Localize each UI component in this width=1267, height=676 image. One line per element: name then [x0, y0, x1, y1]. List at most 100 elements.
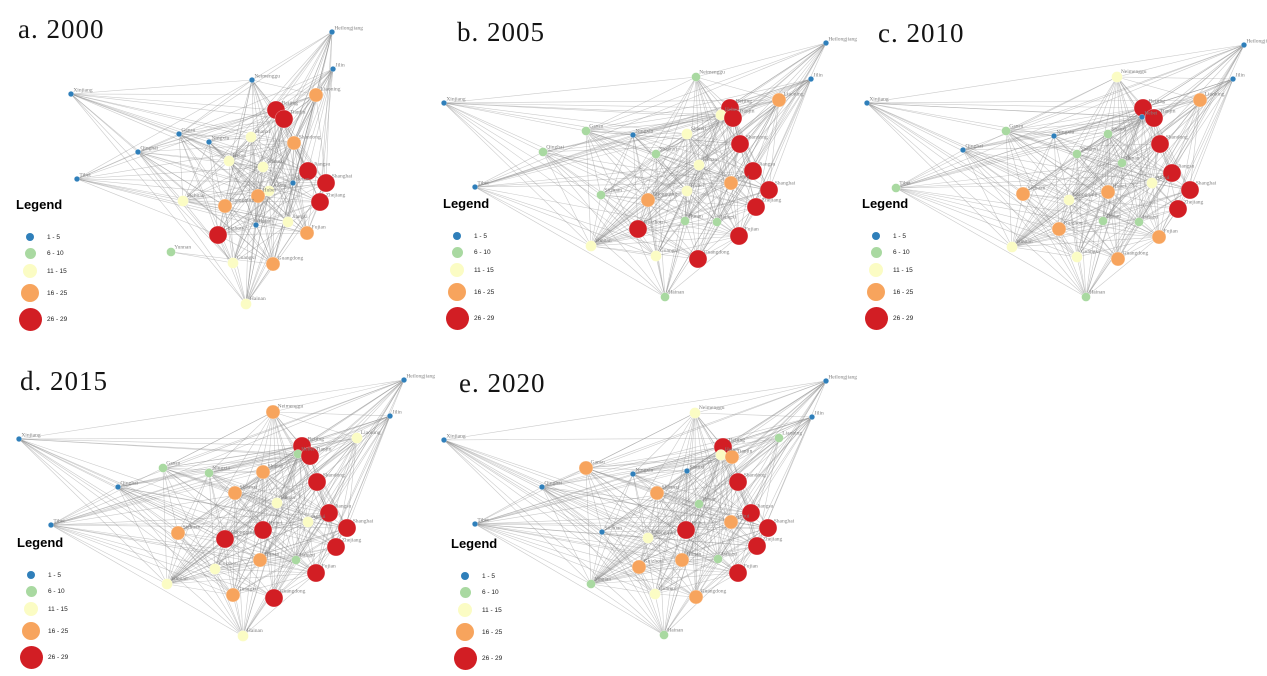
legend-label: 26 - 29 — [474, 314, 495, 322]
network-edge — [638, 566, 697, 598]
network-edge — [685, 481, 739, 531]
network-edge — [273, 512, 330, 599]
network-edge — [275, 31, 333, 111]
legend-label: 16 - 25 — [474, 288, 495, 296]
network-edge — [76, 178, 321, 203]
network-node-guizhou — [628, 219, 648, 239]
legend-title: Legend — [443, 196, 490, 211]
node-label: Shanghai — [775, 180, 796, 186]
network-edge — [276, 453, 299, 504]
network-edge — [590, 134, 634, 247]
network-edge — [178, 133, 252, 138]
network-edge — [739, 99, 780, 145]
network-node-guizhou — [1051, 221, 1067, 237]
network-edge — [632, 134, 688, 192]
network-edge — [654, 593, 665, 636]
network-edge — [717, 446, 724, 560]
node-label: Beijing — [729, 437, 745, 443]
network-edge — [162, 467, 261, 561]
network-edge — [242, 453, 299, 637]
network-edge — [541, 467, 587, 488]
network-node-liaoning — [351, 432, 363, 444]
nodes-c — [864, 42, 1247, 302]
node-label: Heilongjiang — [828, 37, 857, 43]
network-edge — [656, 380, 827, 494]
network-edge — [866, 102, 1060, 230]
network-edge — [694, 380, 827, 414]
network-edge — [245, 224, 257, 305]
node-label: Hunan — [688, 214, 703, 220]
node-label: Jiangxi — [299, 553, 315, 559]
network-edge — [1107, 78, 1234, 193]
network-node-jilin — [808, 75, 815, 82]
legend-label: 11 - 15 — [47, 267, 67, 275]
network-edge — [1116, 76, 1173, 174]
network-edge — [272, 379, 405, 413]
network-edge — [1121, 78, 1234, 164]
network-edge — [590, 572, 739, 585]
network-edge — [250, 136, 294, 184]
network-edge — [663, 559, 683, 636]
network-edge — [166, 411, 274, 585]
network-edge — [50, 524, 348, 529]
network-node-shaanxi — [651, 149, 661, 159]
network-edge — [217, 182, 294, 236]
network-edge — [259, 437, 358, 561]
network-edge — [70, 93, 317, 96]
network-edge — [962, 149, 1160, 238]
network-edge — [866, 102, 1140, 223]
network-edge — [647, 199, 666, 298]
network-edge — [590, 446, 724, 585]
network-node-ningxia — [205, 138, 212, 145]
network-node-shanghai — [758, 518, 778, 538]
network-edge — [255, 94, 317, 226]
network-edge — [585, 467, 700, 505]
network-edge — [443, 439, 649, 539]
network-edge — [732, 42, 827, 119]
network-edge — [328, 437, 358, 514]
network-edge — [585, 456, 733, 469]
network-edge — [268, 142, 295, 192]
network-edge — [443, 439, 603, 533]
network-edge — [217, 232, 308, 236]
network-edge — [590, 107, 731, 247]
network-edge — [632, 134, 718, 223]
network-edge — [542, 151, 699, 260]
network-edge — [1076, 133, 1109, 155]
network-edge — [1076, 256, 1087, 298]
network-edge — [722, 416, 813, 448]
network-edge — [177, 532, 234, 596]
network-edge — [262, 415, 391, 531]
network-edge — [685, 529, 739, 574]
network-edge — [681, 470, 688, 561]
network-node-shanxi — [684, 468, 691, 475]
network-edge — [663, 545, 758, 636]
network-edge — [895, 149, 964, 189]
network-edge — [443, 439, 697, 598]
network-edge — [590, 133, 688, 247]
network-edge — [601, 456, 733, 533]
node-label: Sichuan — [187, 193, 205, 199]
network-edge — [70, 93, 234, 264]
network-edge — [443, 439, 665, 636]
network-edge — [18, 438, 244, 637]
network-edge — [1076, 153, 1087, 298]
node-label: Henan — [703, 157, 718, 163]
network-edge — [638, 527, 769, 568]
network-edge — [632, 473, 758, 547]
legend-swatch-4 — [22, 622, 40, 640]
network-edge — [1076, 191, 1109, 258]
node-label: Hunan — [1106, 214, 1121, 220]
network-edge — [585, 467, 688, 472]
network-edge — [716, 107, 731, 223]
network-edge — [182, 182, 294, 202]
network-edge — [259, 415, 391, 561]
network-edge — [686, 470, 719, 560]
network-node-anhui — [302, 516, 314, 528]
network-edge — [647, 164, 700, 201]
network-edge — [686, 133, 757, 208]
network-edge — [262, 471, 309, 523]
network-edge — [1153, 117, 1179, 210]
network-node-hunan — [680, 216, 690, 226]
network-edge — [166, 538, 226, 585]
